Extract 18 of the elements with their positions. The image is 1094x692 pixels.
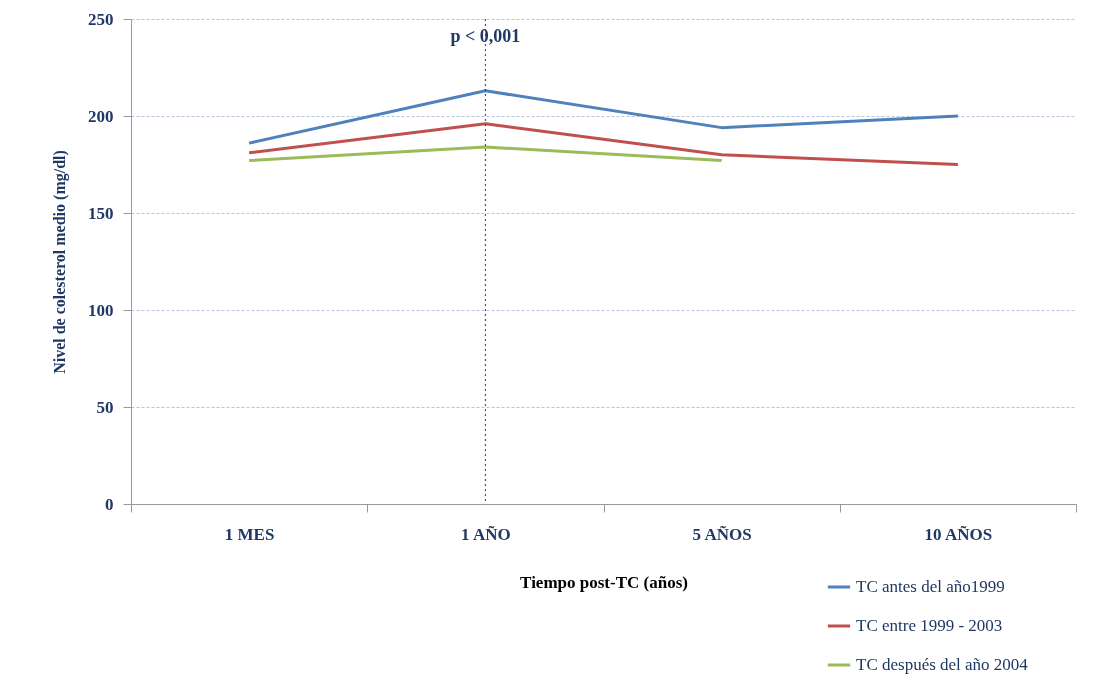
legend-label: TC antes del año1999 [856, 577, 1005, 596]
y-tick-label: 0 [105, 494, 114, 514]
ref-line-label: p < 0,001 [450, 26, 521, 46]
legend-label: TC después del año 2004 [856, 655, 1029, 674]
x-tick-label: 1 AÑO [461, 524, 511, 544]
x-axis-title: Tiempo post-TC (años) [520, 572, 688, 592]
y-tick-label: 250 [88, 9, 114, 29]
x-tick-label: 10 AÑOS [924, 524, 993, 544]
y-tick-label: 200 [88, 106, 114, 126]
line-series [247, 122, 960, 166]
y-tick-label: 150 [88, 203, 114, 223]
legend-label: TC entre 1999 - 2003 [856, 616, 1003, 635]
line-series [247, 89, 960, 145]
x-tick-label: 1 MES [224, 524, 275, 544]
y-axis-title: Nivel de colesterol medio (mg/dl) [51, 150, 69, 374]
x-tick-label: 5 AÑOS [692, 524, 752, 544]
y-tick-label: 50 [96, 397, 114, 417]
y-tick-label: 100 [88, 300, 114, 320]
